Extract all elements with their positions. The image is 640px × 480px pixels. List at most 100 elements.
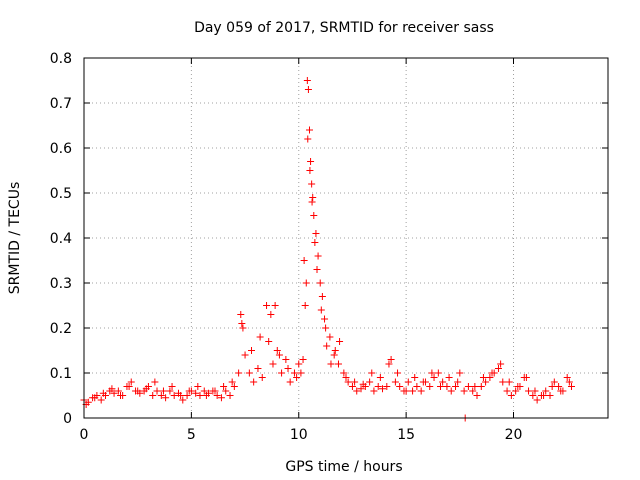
data-point [306,167,314,174]
data-point [505,378,513,386]
data-point [313,266,321,273]
data-point [99,389,107,397]
data-point [411,374,419,381]
y-tick-label: 0.6 [50,141,72,157]
data-point [542,387,550,395]
data-point [522,374,530,381]
data-point [452,383,460,390]
data-point [563,374,571,381]
data-point [326,333,334,341]
data-point [304,135,312,143]
data-point [473,392,481,399]
data-point [308,198,316,206]
data-point [256,333,264,341]
data-point [151,378,159,386]
data-point [359,380,367,388]
data-point [168,383,176,390]
data-point [512,387,520,395]
data-point [248,347,256,354]
data-point [142,385,150,393]
data-point [134,387,142,395]
x-tick-label: 10 [290,427,308,443]
data-point [314,252,322,260]
data-point [308,180,316,188]
data-point [567,383,575,390]
data-point [548,383,556,390]
data-point [342,374,350,381]
data-point [108,385,116,393]
data-point [439,378,447,386]
data-point [170,392,178,399]
data-point [293,374,301,381]
data-point [297,369,305,377]
x-tick-label: 5 [187,427,196,443]
y-tick-label: 0.1 [50,366,72,382]
grid-lines [84,58,608,418]
data-point [166,387,174,395]
data-point [331,347,339,354]
data-point [226,392,234,399]
data-point [402,387,410,395]
x-tick-labels: 0 5 10 15 20 [80,427,523,443]
data-point [443,383,451,390]
y-tick-label: 0.5 [50,186,72,202]
data-point [237,311,245,318]
data-point [383,383,391,390]
data-point [430,374,438,381]
data-point [273,347,281,354]
data-point [267,311,275,318]
data-point [426,383,434,390]
y-tick-label: 0.7 [50,96,72,112]
data-point [394,369,402,377]
data-point [230,383,238,390]
data-point [379,385,387,393]
data-point [550,378,558,386]
data-point [434,369,442,377]
data-point [471,383,479,390]
data-point [220,383,228,390]
y-tick-label: 0.3 [50,276,72,292]
data-point [456,369,464,377]
data-point [396,383,404,390]
data-point [303,77,311,84]
data-point [309,194,317,201]
data-point [213,392,221,399]
data-point [295,360,303,368]
data-point [179,396,187,404]
data-point [368,369,376,377]
data-point [366,378,374,386]
data-point [318,293,326,300]
data-point [159,387,167,395]
y-tick-labels: 0 0.1 0.2 0.3 0.4 0.5 0.6 0.7 0.8 [50,51,72,427]
data-point [409,387,417,395]
data-point [183,392,191,399]
y-tick-label: 0.8 [50,51,72,67]
data-point [497,360,505,368]
data-point [316,279,324,287]
data-point [284,365,292,372]
y-axis-label: SRMTID / TECUs [7,182,23,295]
data-point [503,387,511,395]
data-point [540,392,548,399]
data-point [196,392,204,399]
data-point [507,392,515,399]
data-point [263,302,271,309]
data-point [238,320,246,327]
data-point [464,383,472,390]
data-point [334,360,342,368]
data-point [265,338,273,345]
data-point [486,374,494,381]
data-point [322,324,330,332]
data-point [235,369,243,377]
data-point [460,387,468,395]
data-point [149,392,157,399]
data-point [445,374,453,381]
data-point [153,387,161,395]
data-point [177,392,185,399]
data-point [114,387,122,395]
data-point [336,338,344,345]
chart-title: Day 059 of 2017, SRMTID for receiver sas… [194,20,494,36]
data-point [290,369,298,377]
data-point [321,315,329,323]
data-point [239,324,247,332]
